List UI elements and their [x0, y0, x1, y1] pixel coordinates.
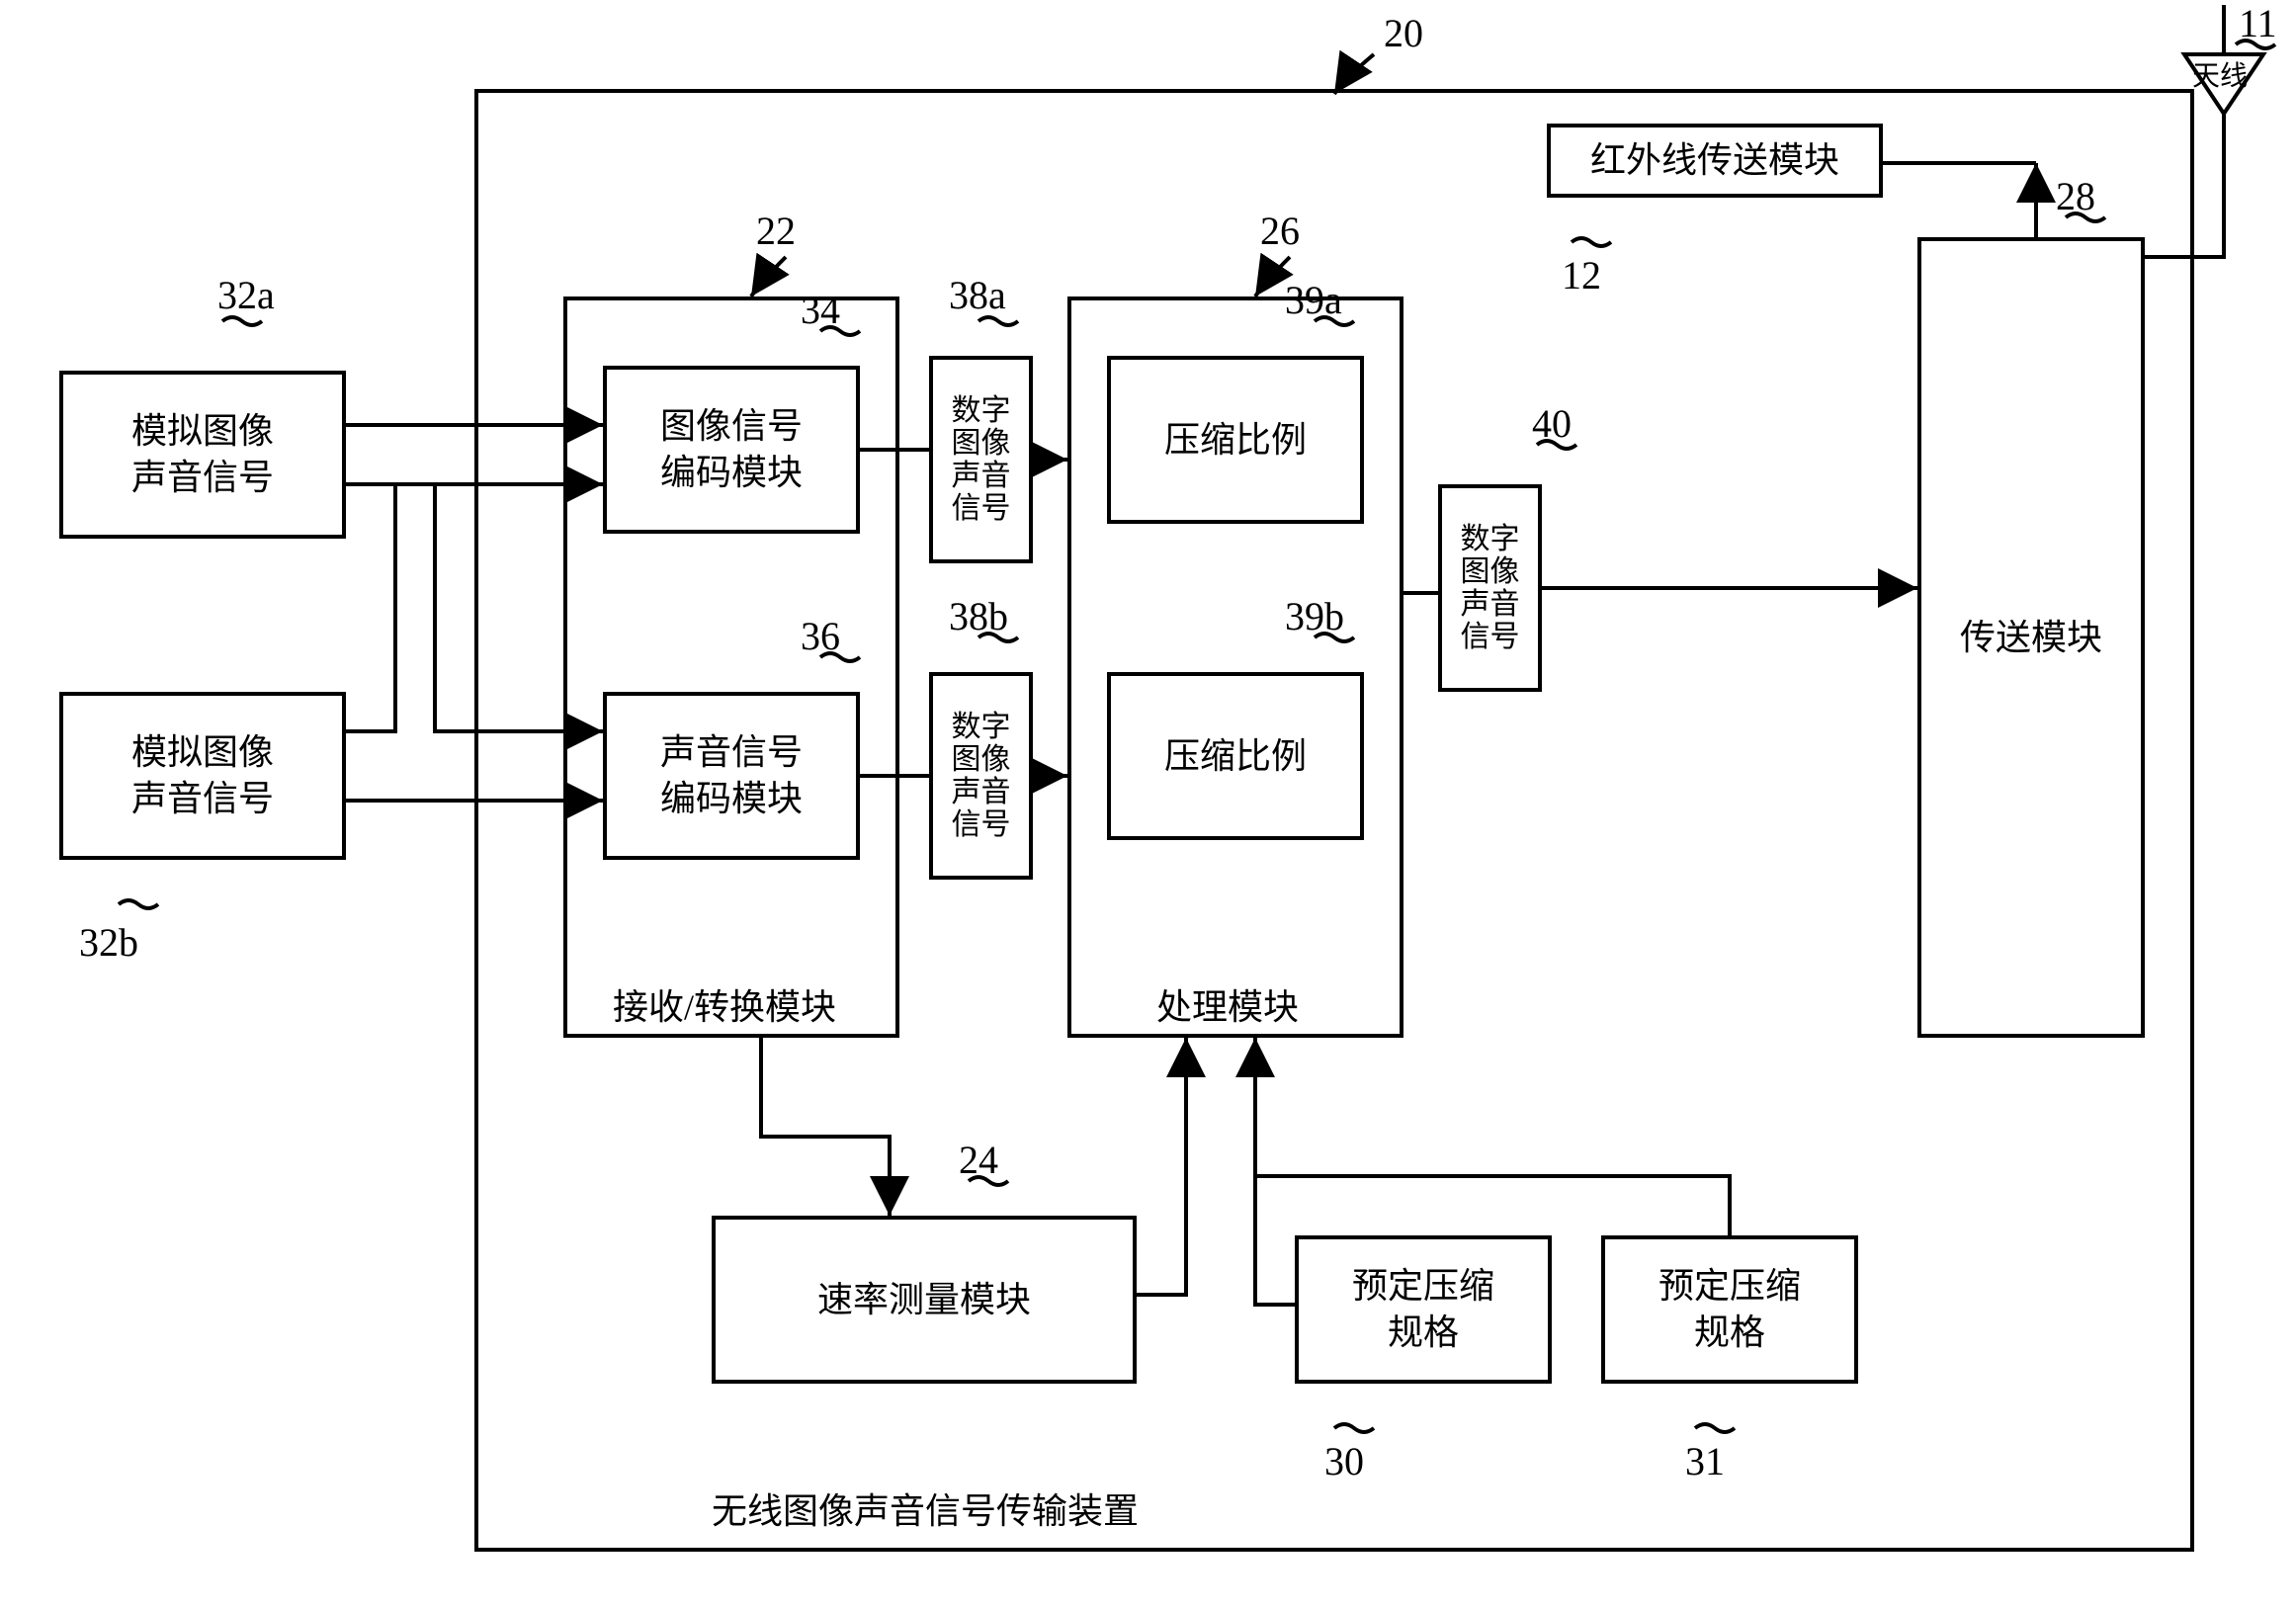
input-b-line1: 模拟图像 [131, 732, 274, 772]
ref-38b: 38b [949, 593, 1008, 639]
img-enc-line2: 编码模块 [660, 453, 803, 492]
ref-24: 24 [959, 1137, 998, 1183]
ref-39a: 39a [1285, 277, 1342, 323]
tx-module: 传送模块 [1917, 237, 2145, 1038]
device-title: 无线图像声音信号传输装置 [712, 1482, 1139, 1534]
digital-signal-b: 数字 图像 声音 信号 [929, 672, 1033, 880]
ref-32b: 32b [79, 919, 138, 966]
image-encoder: 图像信号 编码模块 [603, 366, 860, 534]
ref-39b: 39b [1285, 593, 1344, 639]
ref-34: 34 [801, 287, 840, 333]
img-enc-line1: 图像信号 [660, 406, 803, 446]
ir-module: 红外线传送模块 [1547, 124, 1883, 198]
ref-11: 11 [2239, 0, 2277, 46]
spec2: 预定压缩 规格 [1601, 1235, 1858, 1384]
ref-28: 28 [2056, 173, 2095, 219]
digital-signal-out: 数字 图像 声音 信号 [1438, 484, 1542, 692]
ref-12: 12 [1562, 252, 1601, 298]
ref-26: 26 [1260, 208, 1300, 254]
antenna-text: 天线 [2192, 54, 2248, 94]
recv-title: 接收/转换模块 [613, 978, 836, 1030]
compress-ratio-a: 压缩比例 [1107, 356, 1364, 524]
snd-enc-line2: 编码模块 [660, 779, 803, 818]
ref-30: 30 [1324, 1438, 1364, 1484]
ref-36: 36 [801, 613, 840, 659]
ref-31: 31 [1685, 1438, 1725, 1484]
compress-ratio-b: 压缩比例 [1107, 672, 1364, 840]
rate-module: 速率测量模块 [712, 1216, 1137, 1384]
digital-signal-a: 数字 图像 声音 信号 [929, 356, 1033, 563]
proc-title: 处理模块 [1156, 978, 1299, 1030]
analog-input-a: 模拟图像 声音信号 [59, 371, 346, 539]
ref-22: 22 [756, 208, 796, 254]
analog-input-b: 模拟图像 声音信号 [59, 692, 346, 860]
input-a-line2: 声音信号 [131, 458, 274, 497]
ref-32a: 32a [217, 272, 275, 318]
input-b-line2: 声音信号 [131, 779, 274, 818]
ref-40: 40 [1532, 400, 1572, 447]
input-a-line1: 模拟图像 [131, 411, 274, 451]
ref-38a: 38a [949, 272, 1006, 318]
snd-enc-line1: 声音信号 [660, 732, 803, 772]
spec1: 预定压缩 规格 [1295, 1235, 1552, 1384]
sound-encoder: 声音信号 编码模块 [603, 692, 860, 860]
ref-20: 20 [1384, 10, 1423, 56]
